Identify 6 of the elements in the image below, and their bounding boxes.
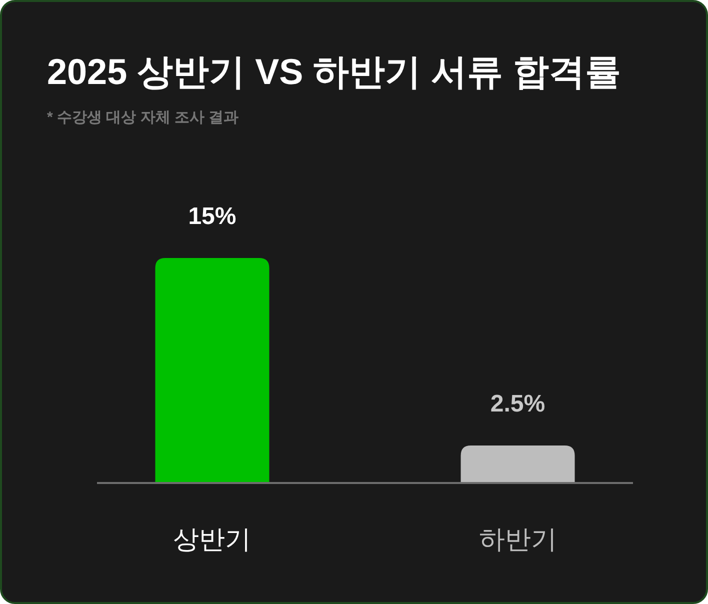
- data-label: 2.5%: [490, 390, 546, 418]
- chart-title: 2025 상반기 VS 하반기 서류 합격률: [47, 51, 622, 92]
- x-tick-label: 하반기: [478, 524, 557, 554]
- chart-subtitle: * 수강생 대상 자체 조사 결과: [47, 109, 239, 126]
- data-label: 15%: [188, 203, 236, 230]
- x-tick-label: 상반기: [173, 524, 252, 554]
